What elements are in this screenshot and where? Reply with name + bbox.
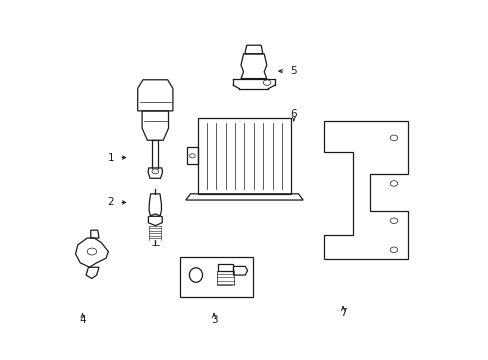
Text: 5: 5	[290, 66, 297, 76]
Bar	[197, 118, 291, 194]
Bar	[217, 264, 232, 271]
Text: 4: 4	[79, 315, 86, 325]
Text: 1: 1	[107, 153, 114, 162]
Text: 2: 2	[107, 198, 114, 207]
Bar	[187, 147, 197, 165]
Text: 7: 7	[339, 308, 346, 318]
Text: 6: 6	[290, 109, 297, 119]
Text: 3: 3	[210, 315, 217, 325]
Bar	[180, 257, 252, 297]
